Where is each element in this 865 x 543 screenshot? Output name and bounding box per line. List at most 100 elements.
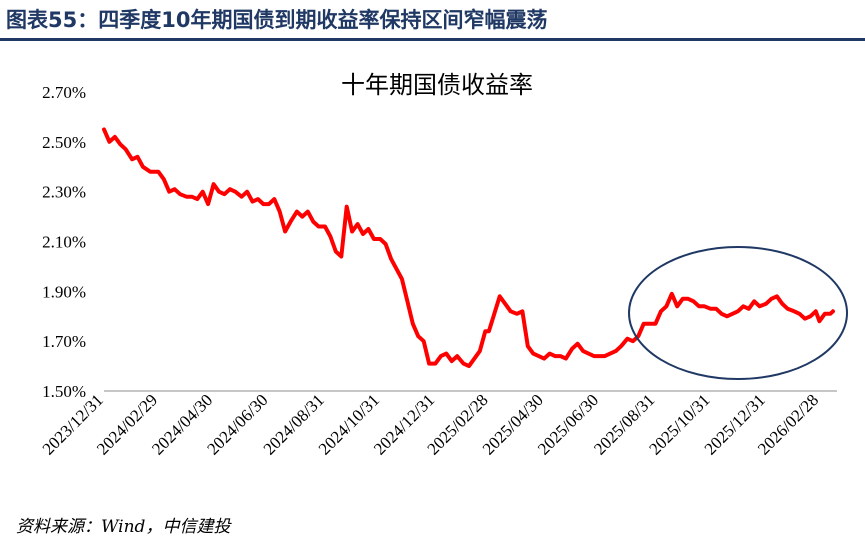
data-point (339, 255, 343, 258)
data-point (581, 349, 585, 353)
data-point (384, 242, 388, 246)
data-point (542, 357, 546, 361)
figure-title: 图表55：四季度10年期国债到期收益率保持区间窄幅震荡 (6, 8, 548, 32)
y-tick-label: 2.50% (42, 133, 86, 152)
data-point (587, 352, 590, 356)
data-point (228, 187, 232, 191)
source-note: 资料来源：Wind，中信建投 (16, 517, 231, 537)
data-point (731, 312, 734, 316)
data-point (178, 192, 182, 196)
data-point (345, 205, 349, 209)
data-point (558, 354, 562, 358)
data-point (272, 197, 276, 201)
data-point (487, 329, 491, 333)
data-point (462, 362, 465, 366)
data-point (422, 339, 426, 343)
data-point (427, 362, 431, 366)
data-point (378, 237, 382, 241)
data-point (692, 299, 695, 303)
y-tick-label: 1.70% (42, 332, 86, 351)
data-point (570, 347, 574, 351)
y-tick-label: 1.50% (42, 382, 86, 401)
data-point (372, 237, 376, 241)
data-point (747, 307, 751, 311)
data-point (450, 359, 454, 363)
data-point (681, 297, 685, 301)
data-point (267, 202, 271, 206)
data-point (283, 230, 287, 233)
data-point (141, 165, 145, 169)
data-point (289, 220, 293, 224)
data-point (328, 235, 332, 238)
data-point (564, 357, 568, 361)
data-point (311, 220, 315, 224)
data-point (261, 202, 265, 206)
data-point (107, 140, 111, 144)
data-point (720, 312, 724, 316)
data-point (190, 195, 194, 199)
data-point (509, 309, 513, 313)
data-point (714, 307, 718, 311)
data-point (775, 294, 779, 298)
data-point (758, 304, 762, 308)
data-point (411, 322, 415, 326)
data-points (102, 127, 835, 368)
data-point (124, 147, 128, 151)
data-point (548, 352, 552, 356)
data-point (478, 349, 482, 353)
data-point (675, 304, 679, 308)
y-axis: 1.50% 1.70% 1.90% 2.10% 2.30% 2.50% 2.70% (42, 83, 86, 401)
data-point (300, 215, 304, 219)
data-point (498, 294, 502, 298)
data-point (531, 352, 535, 356)
data-point (702, 304, 706, 308)
y-tick-label: 2.70% (42, 83, 86, 102)
data-point (619, 344, 623, 348)
data-point (416, 334, 420, 338)
data-point (597, 354, 601, 358)
data-point (537, 354, 541, 358)
data-point (400, 277, 404, 281)
data-point (492, 312, 496, 316)
data-point (526, 344, 530, 348)
data-point (803, 317, 807, 321)
data-point (576, 342, 580, 346)
data-point (206, 202, 210, 206)
data-point (323, 225, 327, 228)
data-point (472, 357, 476, 361)
data-point (792, 309, 796, 313)
chart-title: 十年期国债收益率 (341, 71, 533, 99)
data-point (808, 314, 812, 318)
data-point (405, 299, 409, 303)
data-point (697, 304, 701, 308)
data-point (361, 232, 365, 236)
data-point (769, 297, 773, 301)
data-point (631, 339, 635, 343)
data-point (654, 322, 657, 326)
data-point (483, 329, 487, 333)
data-point (136, 155, 139, 159)
data-point (444, 352, 448, 356)
data-point (356, 222, 360, 226)
x-tick-labels: 2023/12/312024/02/292024/04/302024/06/30… (39, 390, 823, 458)
data-point (222, 192, 226, 196)
data-point (240, 195, 244, 199)
data-point (350, 230, 354, 233)
data-point (251, 200, 254, 204)
data-point (614, 349, 618, 353)
data-point (741, 304, 745, 308)
data-point (130, 157, 134, 161)
data-point (553, 354, 557, 358)
data-point (173, 187, 177, 191)
data-point (389, 257, 393, 261)
data-point (195, 197, 199, 201)
data-point (752, 299, 756, 303)
data-point (156, 170, 160, 174)
data-point (786, 307, 790, 311)
data-point (118, 142, 122, 146)
data-point (725, 314, 729, 318)
data-point (233, 190, 237, 194)
data-point (102, 127, 106, 131)
data-point (709, 307, 713, 311)
